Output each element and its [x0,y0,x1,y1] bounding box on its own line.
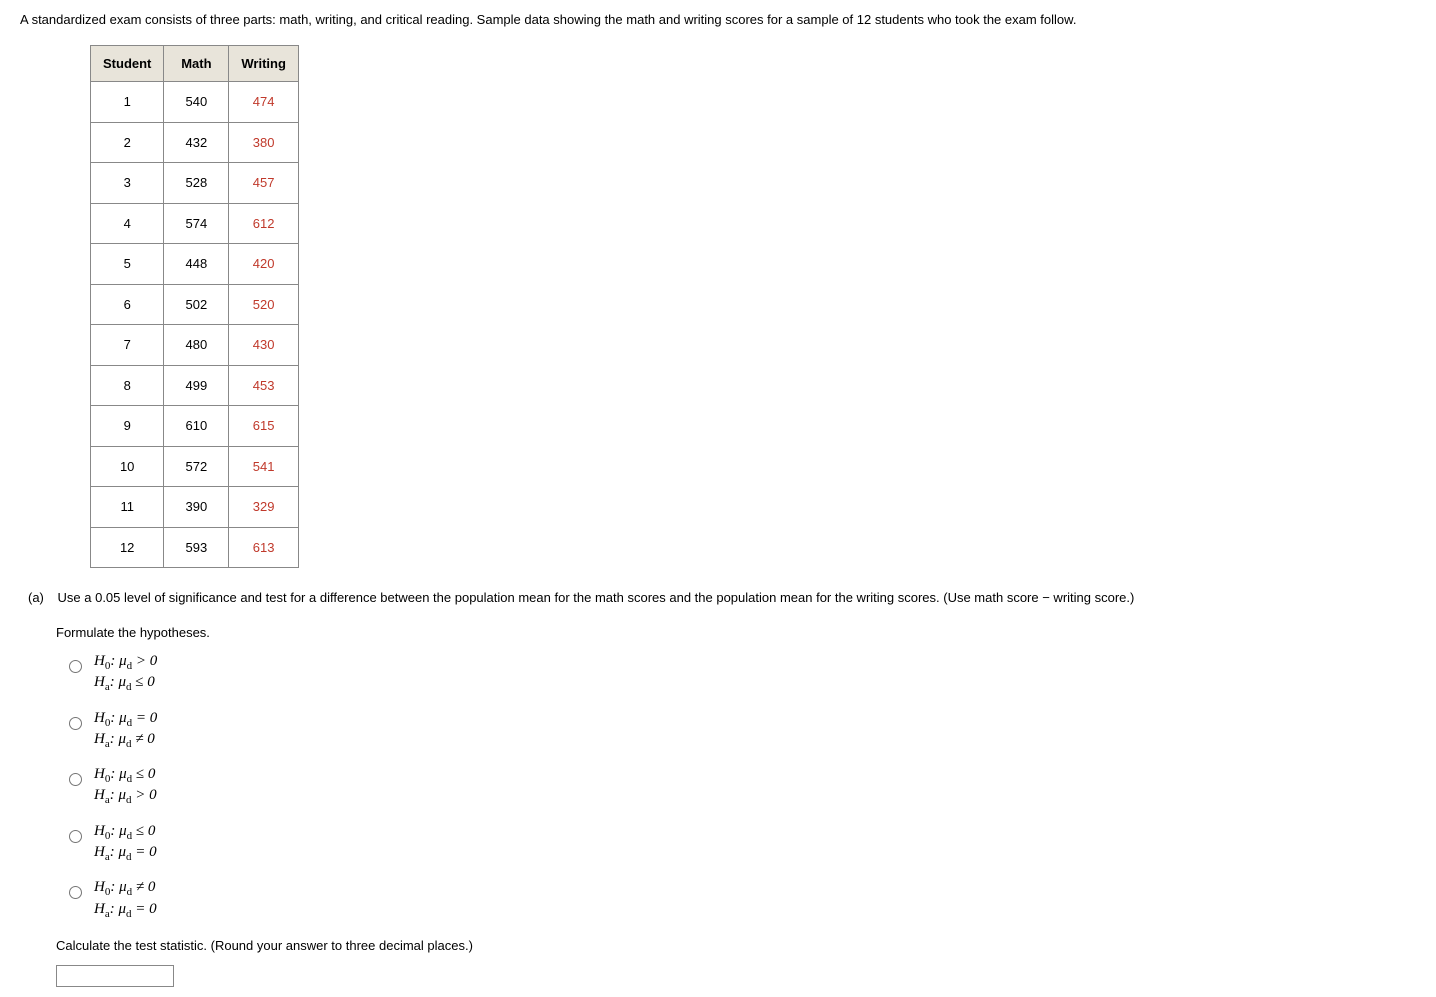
cell-student: 4 [91,203,164,244]
cell-student: 9 [91,406,164,447]
hypothesis-options: H0: μd > 0Ha: μd ≤ 0 H0: μd = 0Ha: μd ≠ 0… [64,652,1416,921]
cell-student: 3 [91,163,164,204]
cell-writing: 474 [229,82,299,123]
cell-writing: 380 [229,122,299,163]
hypothesis-text: H0: μd ≤ 0Ha: μd > 0 [94,765,157,808]
hypothesis-option: H0: μd ≤ 0Ha: μd = 0 [64,822,1416,865]
part-a-text: Use a 0.05 level of significance and tes… [58,588,1135,608]
hypothesis-text: H0: μd ≠ 0Ha: μd = 0 [94,878,157,921]
part-a-label: (a) [28,588,44,608]
table-row: 1540474 [91,82,299,123]
table-row: 5448420 [91,244,299,285]
header-student: Student [91,45,164,82]
table-row: 3528457 [91,163,299,204]
cell-writing: 453 [229,365,299,406]
cell-writing: 420 [229,244,299,285]
hypothesis-text: H0: μd = 0Ha: μd ≠ 0 [94,709,157,752]
hypothesis-radio[interactable] [69,886,82,899]
table-row: 6502520 [91,284,299,325]
table-row: 2432380 [91,122,299,163]
table-row: 8499453 [91,365,299,406]
cell-student: 12 [91,527,164,568]
table-row: 11390329 [91,487,299,528]
table-row: 12593613 [91,527,299,568]
cell-writing: 430 [229,325,299,366]
cell-math: 528 [164,163,229,204]
header-writing: Writing [229,45,299,82]
cell-writing: 613 [229,527,299,568]
hypothesis-text: H0: μd > 0Ha: μd ≤ 0 [94,652,157,695]
cell-writing: 612 [229,203,299,244]
table-row: 9610615 [91,406,299,447]
hypothesis-option: H0: μd = 0Ha: μd ≠ 0 [64,709,1416,752]
cell-math: 540 [164,82,229,123]
header-math: Math [164,45,229,82]
hypothesis-radio[interactable] [69,773,82,786]
hypothesis-radio[interactable] [69,717,82,730]
cell-student: 8 [91,365,164,406]
cell-student: 7 [91,325,164,366]
cell-writing: 520 [229,284,299,325]
cell-student: 10 [91,446,164,487]
cell-math: 499 [164,365,229,406]
cell-math: 574 [164,203,229,244]
table-row: 7480430 [91,325,299,366]
hypothesis-radio[interactable] [69,830,82,843]
cell-math: 448 [164,244,229,285]
scores-table: Student Math Writing 1540474243238035284… [90,45,299,569]
table-row: 4574612 [91,203,299,244]
cell-writing: 541 [229,446,299,487]
cell-writing: 457 [229,163,299,204]
cell-student: 1 [91,82,164,123]
intro-text: A standardized exam consists of three pa… [20,10,1416,30]
hypothesis-option: H0: μd ≠ 0Ha: μd = 0 [64,878,1416,921]
cell-math: 610 [164,406,229,447]
test-statistic-input[interactable] [56,965,174,987]
cell-student: 5 [91,244,164,285]
cell-student: 11 [91,487,164,528]
table-row: 10572541 [91,446,299,487]
hypothesis-option: H0: μd ≤ 0Ha: μd > 0 [64,765,1416,808]
cell-math: 502 [164,284,229,325]
cell-writing: 329 [229,487,299,528]
hypothesis-radio[interactable] [69,660,82,673]
calculate-instruction: Calculate the test statistic. (Round you… [56,936,1416,956]
cell-math: 390 [164,487,229,528]
cell-math: 432 [164,122,229,163]
formulate-instruction: Formulate the hypotheses. [56,623,1416,643]
hypothesis-option: H0: μd > 0Ha: μd ≤ 0 [64,652,1416,695]
hypothesis-text: H0: μd ≤ 0Ha: μd = 0 [94,822,157,865]
cell-math: 480 [164,325,229,366]
cell-math: 572 [164,446,229,487]
cell-math: 593 [164,527,229,568]
cell-student: 6 [91,284,164,325]
cell-student: 2 [91,122,164,163]
cell-writing: 615 [229,406,299,447]
